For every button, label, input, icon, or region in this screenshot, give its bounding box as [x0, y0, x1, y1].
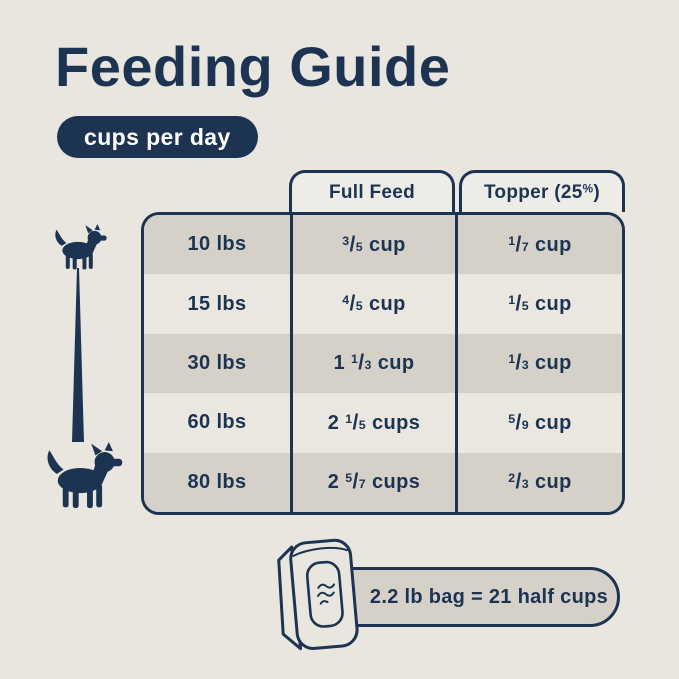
topper-value: 2/3 cup [455, 452, 622, 512]
topper-value: 1/7 cup [455, 215, 622, 275]
topper-value: 1/3 cup [455, 333, 622, 394]
food-bag-icon [277, 538, 359, 651]
feeding-table: 10 lbs 3/5 cup 1/7 cup 15 lbs 4/5 cup 1/5 cup… [141, 212, 625, 515]
column-header-full-feed: Full Feed [289, 170, 455, 212]
weight-cell: 60 lbs [187, 411, 247, 434]
table-row: 80 lbs 2 5/7 cups 2/3 cup [144, 452, 622, 512]
cups-per-day-badge: cups per day [57, 116, 258, 158]
bag-note-text: 2.2 lb bag = 21 half cups [369, 585, 609, 608]
table-row: 15 lbs 4/5 cup 1/5 cup [144, 274, 622, 334]
full-feed-value: 2 5/7 cups [290, 452, 455, 512]
weight-cell: 10 lbs [187, 233, 247, 256]
size-scale-wedge [72, 268, 84, 442]
full-feed-value: 2 1/5 cups [290, 393, 455, 453]
large-dog-icon [47, 442, 123, 509]
weight-cell: 15 lbs [187, 292, 247, 315]
weight-cell: 30 lbs [187, 351, 247, 374]
page-title: Feeding Guide [55, 35, 451, 98]
topper-value: 5/9 cup [455, 393, 622, 453]
weight-cell: 80 lbs [187, 470, 247, 493]
table-row: 30 lbs 1 1/3 cup 1/3 cup [144, 333, 622, 394]
topper-label: Topper (25%) [483, 181, 601, 203]
full-feed-value: 4/5 cup [290, 274, 455, 334]
full-feed-value: 1 1/3 cup [290, 333, 455, 394]
column-header-topper: Topper (25%) [459, 170, 625, 212]
small-dog-icon [55, 224, 107, 270]
badge-label: cups per day [84, 123, 231, 150]
table-row: 10 lbs 3/5 cup 1/7 cup [144, 215, 622, 275]
full-feed-value: 3/5 cup [290, 215, 455, 275]
full-feed-label: Full Feed [328, 181, 416, 203]
topper-value: 1/5 cup [455, 274, 622, 334]
table-row: 60 lbs 2 1/5 cups 5/9 cup [144, 393, 622, 453]
